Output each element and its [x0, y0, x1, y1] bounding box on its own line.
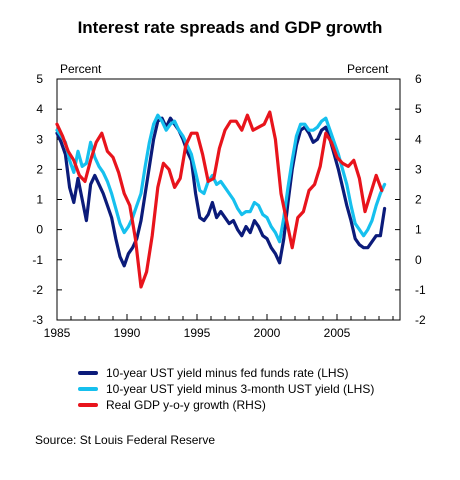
left-axis-tick-label: 2	[36, 162, 43, 176]
right-axis-tick-label: 6	[415, 72, 422, 86]
left-axis-tick-label: 4	[36, 102, 43, 116]
legend-label: 10-year UST yield minus fed funds rate (…	[106, 366, 349, 380]
source-note: Source: St Louis Federal Reserve	[35, 433, 216, 447]
right-axis-tick-label: 5	[415, 102, 422, 116]
right-axis-tick-label: 0	[415, 253, 422, 267]
legend-swatch	[78, 403, 98, 407]
x-axis-tick-label: 2005	[324, 326, 351, 340]
legend-item-3-month-spread: 10-year UST yield minus 3-month UST yiel…	[78, 382, 374, 396]
x-axis-tick-label: 1985	[44, 326, 71, 340]
series-line-3	[55, 110, 384, 289]
x-axis-tick-label: 1995	[184, 326, 211, 340]
left-axis-unit: Percent	[60, 62, 102, 76]
legend-swatch	[78, 371, 98, 375]
legend-label: 10-year UST yield minus 3-month UST yiel…	[106, 382, 375, 396]
left-axis-tick-label: -1	[32, 253, 43, 267]
right-axis-tick-label: -1	[415, 283, 426, 297]
legend-label: Real GDP y-o-y growth (RHS)	[106, 398, 266, 412]
left-axis-tick-label: 3	[36, 132, 43, 146]
left-axis-tick-label: 5	[36, 72, 43, 86]
right-axis-tick-label: 2	[415, 193, 422, 207]
left-axis-tick-label: -2	[32, 283, 43, 297]
left-axis-tick-label: 0	[36, 223, 43, 237]
x-axis-tick-label: 2000	[254, 326, 281, 340]
right-axis-tick-label: 3	[415, 162, 422, 176]
legend-swatch	[78, 387, 98, 391]
left-axis-tick-label: -3	[32, 313, 43, 327]
right-axis-tick-label: 1	[415, 223, 422, 237]
legend-item-fed-funds-spread: 10-year UST yield minus fed funds rate (…	[78, 366, 349, 380]
chart-title: Interest rate spreads and GDP growth	[77, 18, 383, 37]
series-line-2	[55, 113, 387, 244]
right-axis-tick-label: 4	[415, 132, 422, 146]
right-axis-unit: Percent	[347, 62, 389, 76]
left-axis-tick-label: 1	[36, 193, 43, 207]
x-axis-tick-label: 1990	[114, 326, 141, 340]
legend-item-gdp-growth: Real GDP y-o-y growth (RHS)	[78, 398, 266, 412]
right-axis-tick-label: -2	[415, 313, 426, 327]
